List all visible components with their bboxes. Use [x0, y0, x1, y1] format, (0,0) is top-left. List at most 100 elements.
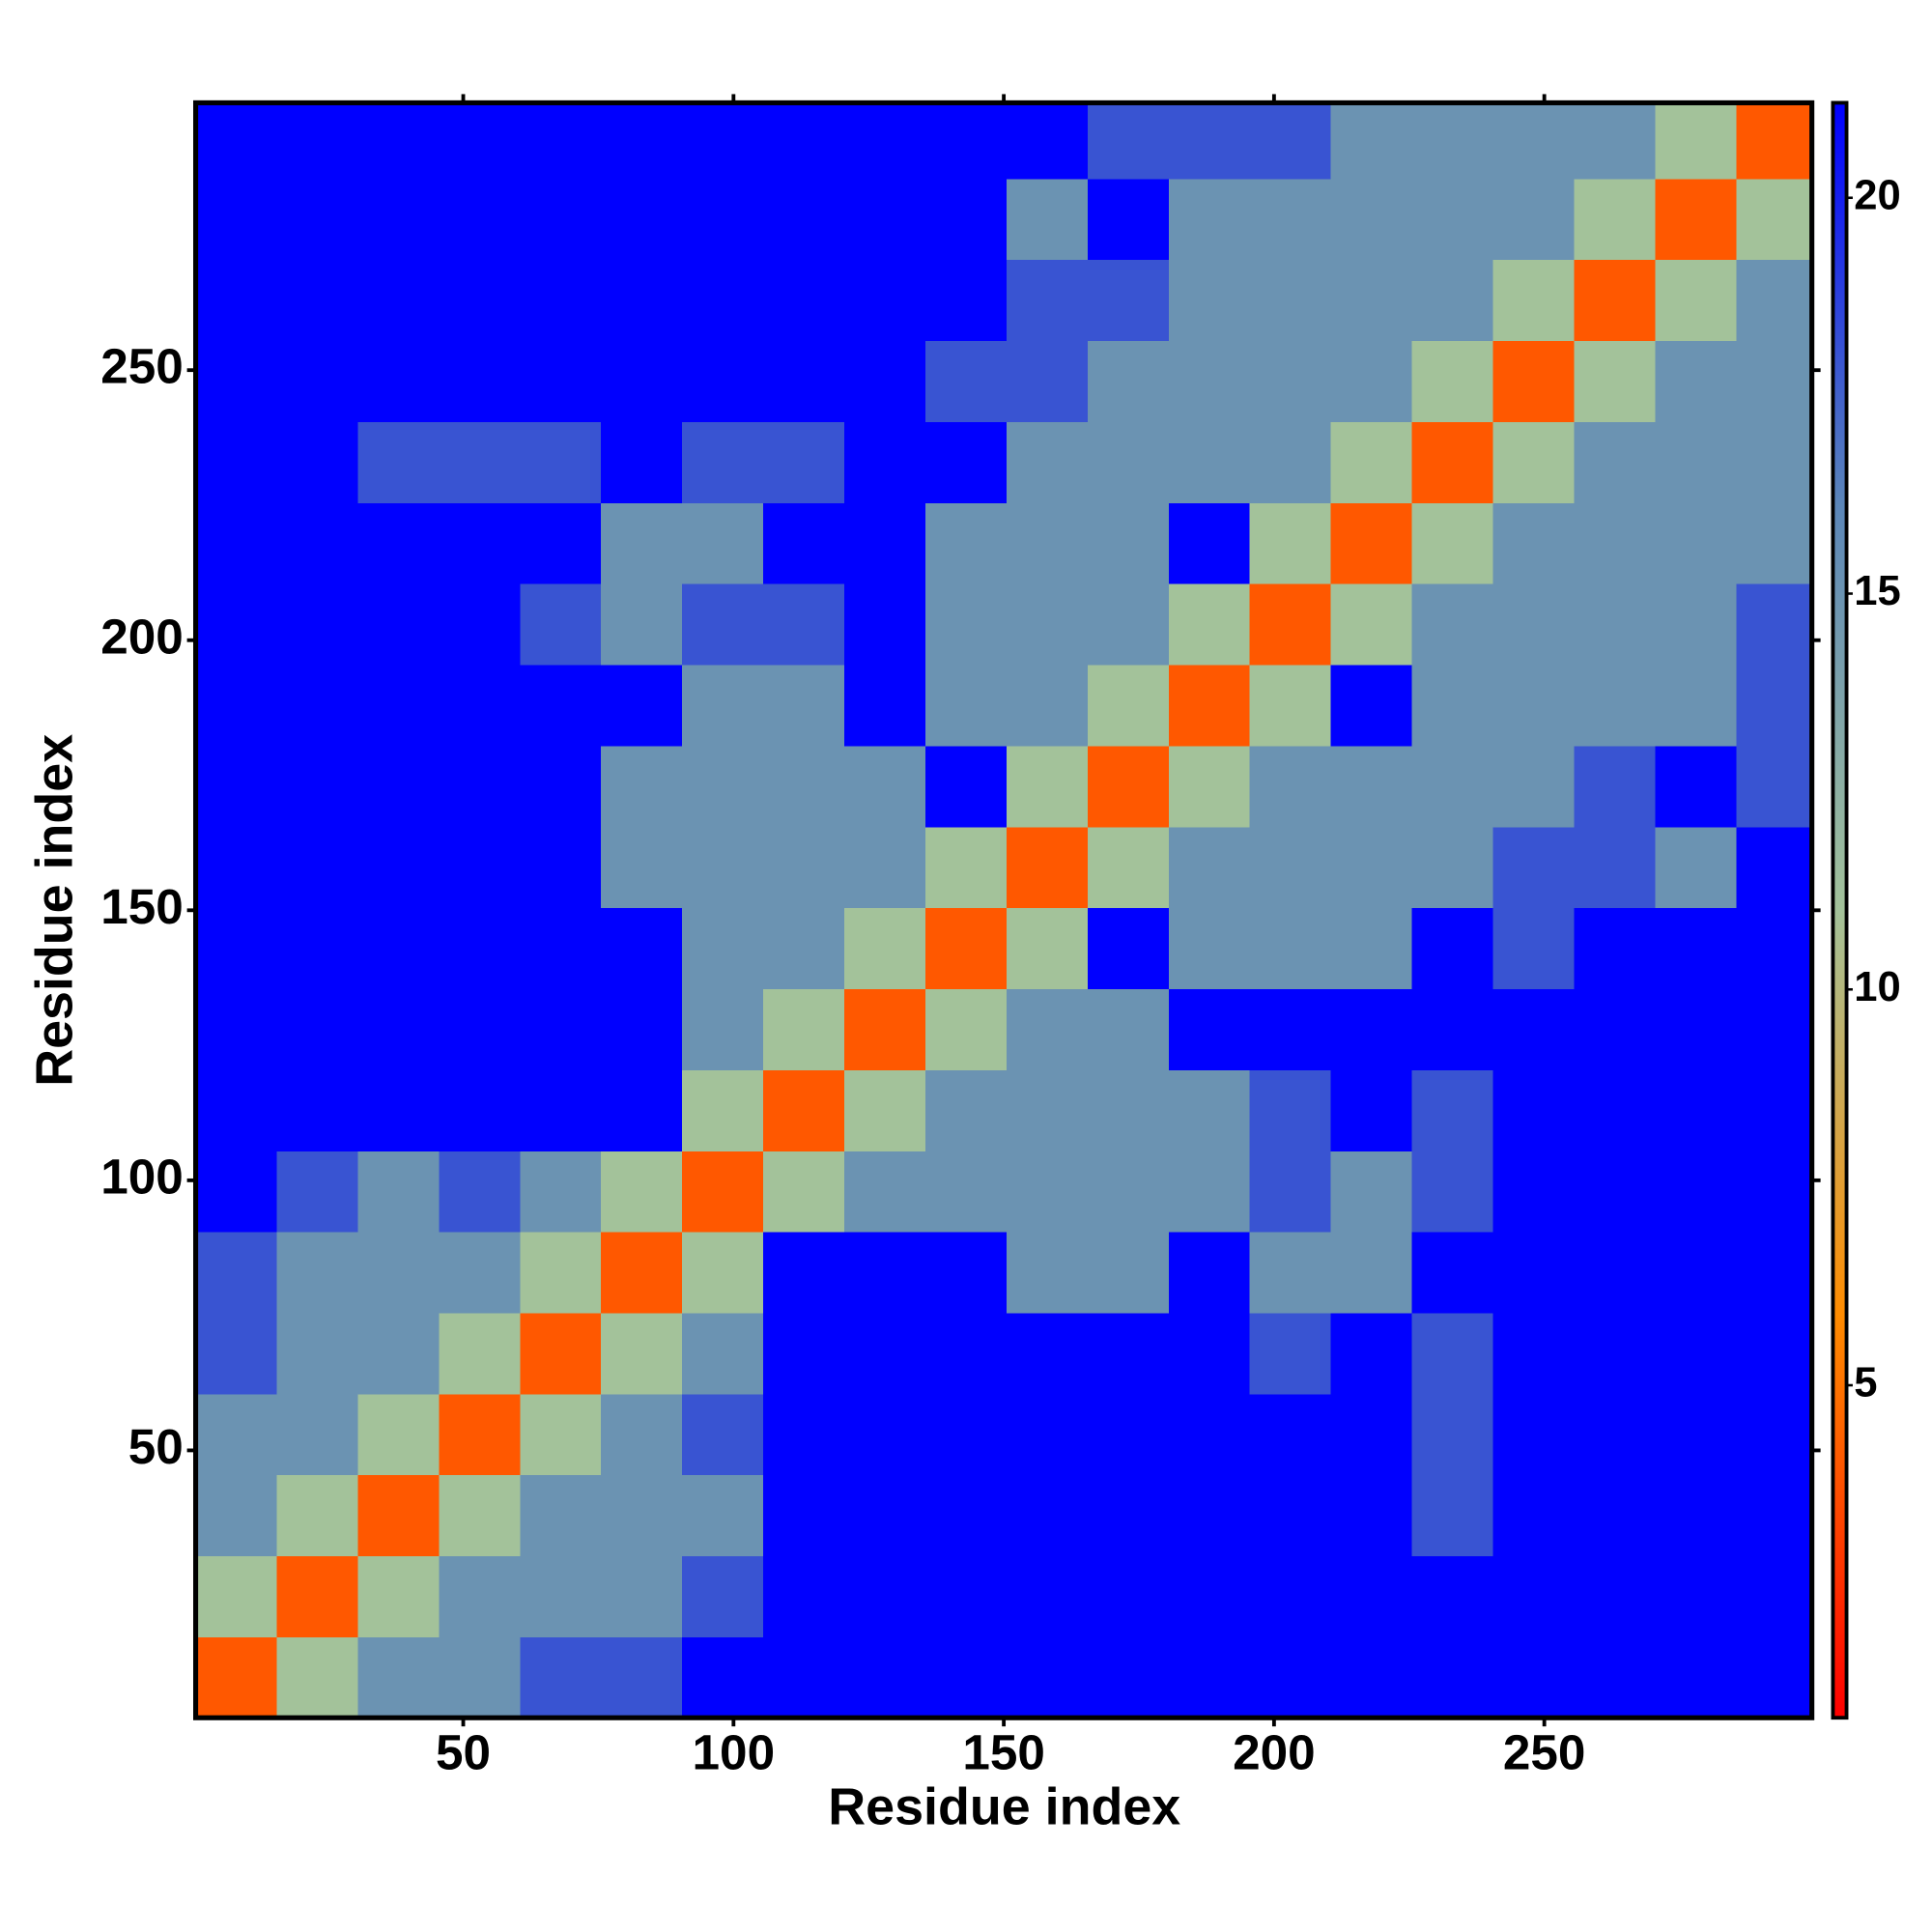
heatmap-cell: [1087, 102, 1170, 180]
heatmap-cell: [763, 988, 845, 1070]
heatmap-cell: [1168, 583, 1251, 666]
heatmap-cell: [439, 1393, 521, 1476]
heatmap-cell: [682, 340, 764, 422]
heatmap-cell: [195, 1231, 278, 1314]
heatmap-cell: [1006, 1312, 1089, 1395]
heatmap-cell: [682, 1151, 764, 1233]
heatmap-cell: [763, 1231, 845, 1314]
heatmap-cell: [1736, 1069, 1813, 1151]
heatmap-cell: [1006, 178, 1089, 261]
heatmap-cell: [601, 826, 683, 909]
heatmap-cell: [601, 1393, 683, 1476]
heatmap-cell: [763, 745, 845, 828]
heatmap-cell: [1087, 826, 1170, 909]
heatmap-cell: [1411, 1555, 1494, 1637]
heatmap-cell: [1574, 1151, 1657, 1233]
heatmap-cell: [601, 583, 683, 666]
heatmap-cell: [439, 1555, 521, 1637]
heatmap-cell: [1249, 1312, 1332, 1395]
heatmap-cell: [1655, 1474, 1737, 1557]
heatmap-cell: [1006, 1151, 1089, 1233]
heatmap-cell: [520, 1474, 602, 1557]
heatmap-cell: [844, 1555, 926, 1637]
heatmap-cell: [520, 988, 602, 1070]
heatmap-cell: [924, 664, 1008, 747]
heatmap-cell: [276, 745, 359, 828]
heatmap-cell: [682, 583, 764, 666]
heatmap-cell: [439, 1231, 521, 1314]
heatmap-cell: [924, 988, 1008, 1070]
heatmap-cell: [1006, 259, 1089, 342]
heatmap-cell: [1736, 988, 1813, 1070]
heatmap-cell: [844, 1636, 926, 1719]
heatmap-cell: [439, 1069, 521, 1151]
heatmap-cell: [1492, 502, 1576, 584]
heatmap-cell: [924, 745, 1008, 828]
heatmap-cell: [520, 745, 602, 828]
heatmap-cell: [1249, 583, 1332, 666]
heatmap-cell: [844, 340, 926, 422]
y-axis-title: Residue index: [25, 734, 83, 1087]
heatmap-cell: [1411, 1151, 1494, 1233]
heatmap-cell: [439, 1636, 521, 1719]
heatmap-cell: [520, 664, 602, 747]
heatmap-cell: [357, 340, 440, 422]
heatmap-cell: [1087, 988, 1170, 1070]
heatmap-cell: [439, 259, 521, 342]
heatmap-cell: [924, 1393, 1008, 1476]
heatmap-cell: [357, 907, 440, 990]
heatmap-cell: [357, 583, 440, 666]
colorbar-tick-label: 5: [1854, 1360, 1877, 1406]
heatmap-cell: [844, 988, 926, 1070]
heatmap-cell: [1411, 178, 1494, 261]
heatmap-cell: [520, 1636, 602, 1719]
heatmap-cell: [844, 1312, 926, 1395]
heatmap-cell: [1574, 1393, 1657, 1476]
heatmap-cell: [439, 988, 521, 1070]
heatmap-cell: [1655, 421, 1737, 503]
heatmap-cell: [682, 102, 764, 180]
heatmap-cell: [1087, 1393, 1170, 1476]
heatmap-cell: [924, 102, 1008, 180]
heatmap-cell: [1574, 1474, 1657, 1557]
heatmap-cell: [1492, 340, 1576, 422]
heatmap-cell: [763, 178, 845, 261]
heatmap-cell: [1574, 583, 1657, 666]
heatmap-cell: [520, 907, 602, 990]
heatmap-cell: [1411, 826, 1494, 909]
heatmap-cell: [1736, 583, 1813, 666]
heatmap-cell: [844, 259, 926, 342]
heatmap-cell: [1574, 340, 1657, 422]
heatmap-cell: [520, 826, 602, 909]
heatmap-cell: [1330, 421, 1413, 503]
heatmap-cell: [520, 1151, 602, 1233]
heatmap-cell: [357, 421, 440, 503]
heatmap-cell: [1655, 340, 1737, 422]
heatmap-cell: [1330, 259, 1413, 342]
heatmap-cell: [1087, 1151, 1170, 1233]
heatmap-cell: [844, 745, 926, 828]
heatmap-cell: [195, 421, 278, 503]
heatmap-cell: [601, 178, 683, 261]
heatmap-cell: [439, 664, 521, 747]
heatmap-cell: [844, 1231, 926, 1314]
heatmap-cell: [1736, 178, 1813, 261]
heatmap-cell: [1655, 1555, 1737, 1637]
heatmap-cell: [1574, 1636, 1657, 1719]
heatmap-cell: [1655, 1231, 1737, 1314]
heatmap-cell: [682, 826, 764, 909]
heatmap-cell: [1574, 259, 1657, 342]
heatmap-cell: [276, 502, 359, 584]
heatmap-cell: [1411, 745, 1494, 828]
heatmap-cell: [844, 102, 926, 180]
heatmap-cell: [1006, 1474, 1089, 1557]
heatmap-cell: [195, 745, 278, 828]
heatmap-cell: [276, 1151, 359, 1233]
heatmap-cell: [357, 1312, 440, 1395]
heatmap-cell: [924, 259, 1008, 342]
heatmap-cell: [1411, 259, 1494, 342]
heatmap-cell: [1574, 1069, 1657, 1151]
heatmap-cell: [1249, 178, 1332, 261]
heatmap-cell: [682, 664, 764, 747]
